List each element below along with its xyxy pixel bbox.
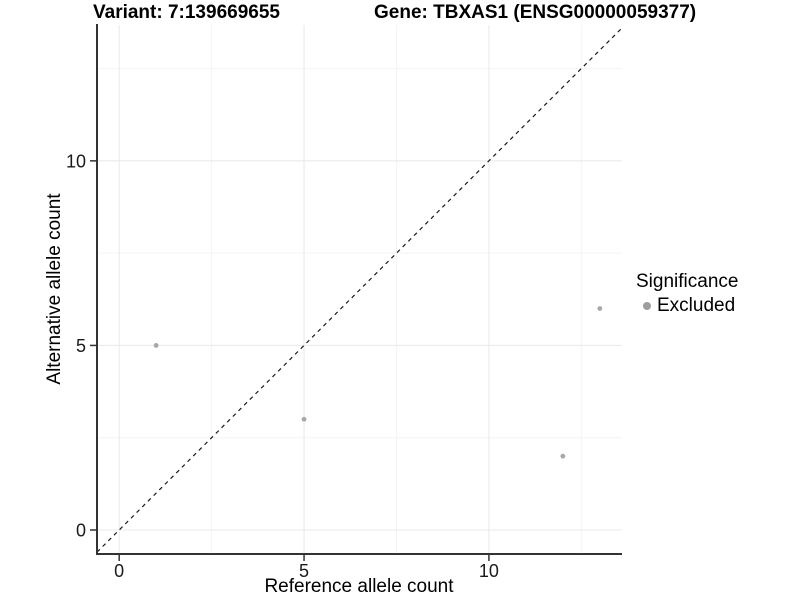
scatter-point bbox=[560, 453, 566, 459]
gene-title: Gene: TBXAS1 (ENSG00000059377) bbox=[374, 2, 697, 23]
variant-title: Variant: 7:139669655 bbox=[93, 2, 280, 23]
legend-item-excluded: Excluded bbox=[643, 295, 738, 317]
legend-item-label: Excluded bbox=[657, 295, 736, 316]
scatter-point bbox=[301, 416, 307, 422]
y-axis-title: Alternative allele count bbox=[44, 193, 65, 385]
scatter-point bbox=[597, 306, 603, 311]
y-tick-label: 0 bbox=[76, 521, 86, 541]
identity-dashed-line bbox=[96, 27, 623, 553]
legend-title: Significance bbox=[636, 271, 739, 292]
x-tick-label: 5 bbox=[299, 561, 309, 581]
x-tick-label: 0 bbox=[114, 561, 124, 581]
x-axis-title: Reference allele count bbox=[264, 576, 454, 597]
legend: Significance Excluded bbox=[636, 271, 738, 317]
legend-point-icon bbox=[643, 302, 651, 310]
scatter-point bbox=[153, 343, 159, 348]
x-tick-label: 10 bbox=[479, 561, 499, 581]
y-tick-label: 10 bbox=[66, 151, 86, 171]
y-tick-label: 5 bbox=[76, 336, 86, 356]
